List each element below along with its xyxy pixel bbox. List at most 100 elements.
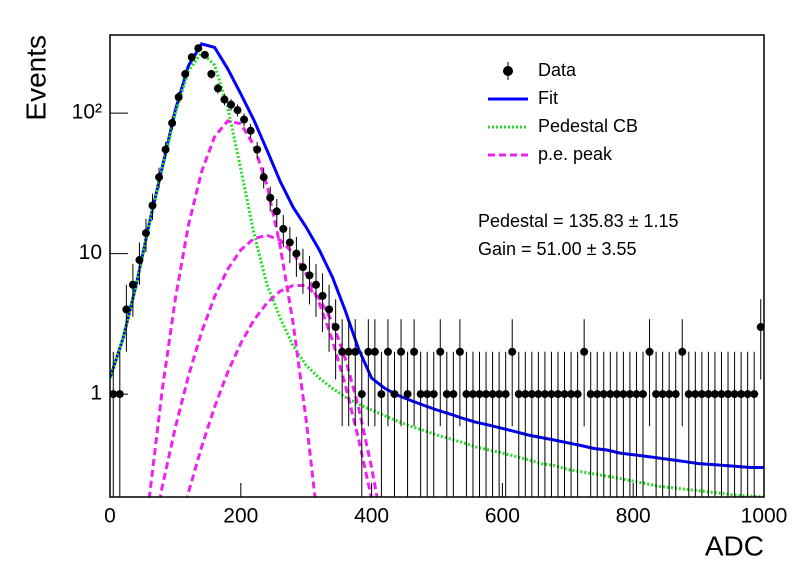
data-point	[495, 390, 504, 399]
data-point	[612, 390, 621, 399]
data-point	[377, 390, 386, 399]
data-point	[678, 347, 687, 356]
data-point	[194, 44, 203, 53]
fit-curve	[185, 284, 379, 497]
data-point	[325, 305, 334, 314]
legend-label: Data	[538, 60, 577, 80]
data-point	[403, 390, 412, 399]
data-point	[305, 271, 314, 280]
data-point	[717, 390, 726, 399]
fit-curve	[110, 50, 764, 497]
data-point	[488, 390, 497, 399]
data-point	[266, 193, 275, 202]
data-point	[665, 390, 674, 399]
data-point	[468, 390, 477, 399]
fit-curve	[147, 119, 317, 497]
x-axis-label: ADC	[705, 530, 764, 561]
data-point	[737, 390, 746, 399]
y-tick-label: 10	[79, 241, 102, 264]
data-point	[279, 224, 288, 233]
x-tick-label: 1000	[741, 505, 788, 528]
data-point	[318, 291, 327, 300]
data-point	[704, 390, 713, 399]
data-point	[272, 207, 281, 216]
data-point	[220, 95, 229, 104]
x-tick-label: 800	[616, 505, 651, 528]
data-point	[351, 347, 360, 356]
data-point	[383, 347, 392, 356]
data-point	[743, 390, 752, 399]
data-point	[449, 390, 458, 399]
data-point	[750, 390, 759, 399]
data-point	[148, 201, 157, 210]
data-point	[482, 390, 491, 399]
data-point	[168, 119, 177, 128]
data-point	[416, 390, 425, 399]
data-point	[671, 390, 680, 399]
data-point	[390, 390, 399, 399]
annotation: Gain = 51.00 ± 3.55	[478, 239, 637, 259]
data-point	[298, 263, 307, 272]
data-point	[207, 69, 216, 78]
y-tick-label: 1	[90, 382, 102, 405]
data-point	[639, 390, 648, 399]
data-point	[122, 305, 131, 314]
data-point	[508, 347, 517, 356]
data-point	[155, 173, 164, 182]
data-point	[462, 390, 471, 399]
legend-label: Pedestal CB	[538, 116, 638, 136]
frame	[109, 34, 765, 498]
data-point	[240, 115, 249, 124]
data-point	[135, 256, 144, 265]
data-point	[174, 93, 183, 102]
data-point	[540, 390, 549, 399]
legend-marker	[503, 66, 513, 76]
data-point	[553, 390, 562, 399]
data-point	[312, 280, 321, 289]
data-point	[429, 390, 438, 399]
data-point	[187, 53, 196, 62]
data-point	[573, 390, 582, 399]
data-point	[253, 145, 262, 154]
legend-label: p.e. peak	[538, 144, 613, 164]
data-point	[580, 347, 589, 356]
data-point	[364, 347, 373, 356]
data-point	[200, 50, 209, 59]
data-point	[547, 390, 556, 399]
data-point	[233, 106, 242, 115]
data-point	[534, 390, 543, 399]
data-point	[161, 145, 170, 154]
data-point	[213, 84, 222, 93]
data-point	[606, 390, 615, 399]
data-point	[370, 347, 379, 356]
annotation: Pedestal = 135.83 ± 1.15	[478, 211, 679, 231]
data-point	[730, 390, 739, 399]
data-point	[344, 347, 353, 356]
data-point	[586, 390, 595, 399]
data-point	[357, 390, 366, 399]
data-point	[645, 347, 654, 356]
data-point	[285, 238, 294, 247]
data-point	[593, 390, 602, 399]
data-point	[632, 390, 641, 399]
data-point	[475, 390, 484, 399]
data-point	[181, 69, 190, 78]
data-point	[521, 390, 530, 399]
data-point	[514, 390, 523, 399]
data-point	[560, 390, 569, 399]
data-point	[756, 323, 764, 332]
data-point	[652, 390, 661, 399]
y-axis-label: Events	[20, 35, 51, 121]
data-point	[226, 100, 235, 109]
x-tick-label: 600	[485, 505, 520, 528]
data-point	[684, 390, 693, 399]
data-point	[397, 347, 406, 356]
legend-label: Fit	[538, 88, 558, 108]
data-point	[567, 390, 576, 399]
x-tick-label: 200	[223, 505, 258, 528]
data-point	[338, 347, 347, 356]
data-point	[691, 390, 700, 399]
x-tick-label: 0	[104, 505, 116, 528]
data-point	[724, 390, 733, 399]
